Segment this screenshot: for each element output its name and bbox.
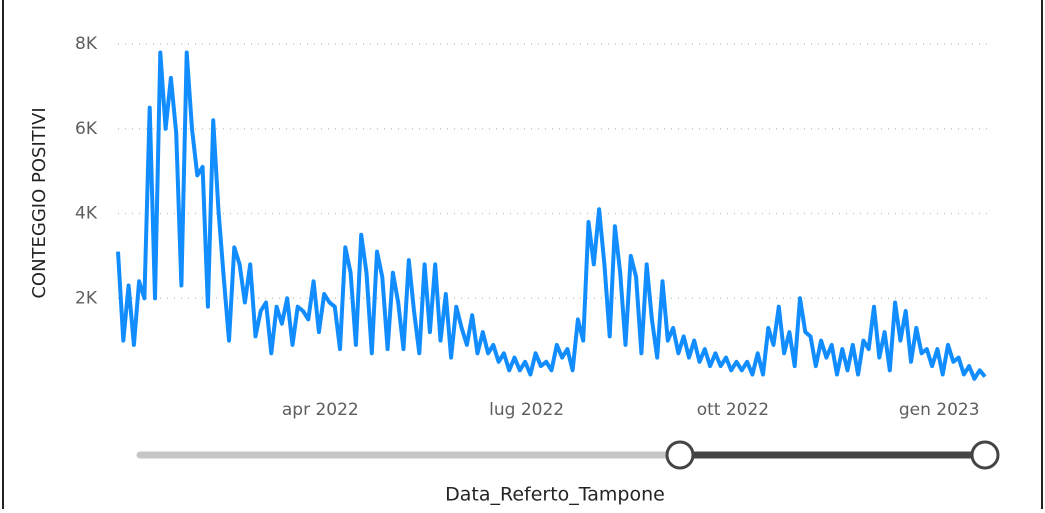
y-tick-label: 6K (75, 119, 98, 139)
slider-handle-end[interactable] (970, 440, 1000, 470)
x-tick-label: lug 2022 (489, 400, 564, 420)
y-tick-label: 8K (75, 34, 98, 54)
x-tick-label: ott 2022 (697, 400, 769, 420)
y-tick-label: 2K (75, 288, 98, 308)
x-axis-title: Data_Referto_Tampone (445, 484, 665, 506)
y-tick-label: 4K (75, 204, 98, 224)
x-tick-label: apr 2022 (282, 400, 359, 420)
x-tick-label: gen 2023 (899, 400, 980, 420)
slider-handle-start[interactable] (665, 440, 695, 470)
y-axis-title: CONTEGGIO POSITIVI (29, 107, 50, 298)
line-series (116, 50, 987, 381)
